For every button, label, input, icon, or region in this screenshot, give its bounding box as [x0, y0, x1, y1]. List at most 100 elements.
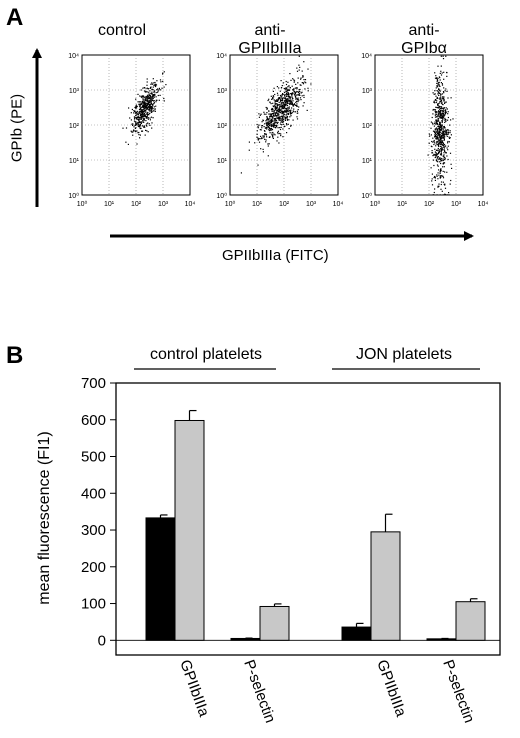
scatter-dot: [150, 96, 152, 98]
scatter-dot: [295, 95, 297, 97]
scatter-dot: [155, 84, 157, 87]
scatter-dot: [442, 158, 444, 160]
scatter-dot: [441, 93, 443, 95]
scatter-dot: [444, 127, 446, 129]
scatter-dot: [155, 83, 157, 85]
scatter-dot: [435, 106, 437, 108]
x-tick-label: 10³: [158, 201, 169, 208]
x-tick-label: 10⁰: [77, 200, 88, 208]
scatter-dot: [275, 121, 277, 123]
scatter-dot: [148, 114, 150, 116]
scatter-dot: [431, 122, 434, 124]
scatter-dot: [439, 177, 441, 179]
scatter-dot: [441, 124, 443, 126]
scatter-dot: [441, 116, 443, 119]
scatter-dot: [261, 137, 263, 139]
scatter-dot: [282, 136, 284, 138]
scatter-dot: [146, 123, 148, 125]
scatter-dot: [144, 87, 146, 89]
scatter-dot: [274, 112, 276, 114]
scatter-dot: [297, 91, 299, 93]
scatter-dot: [139, 125, 141, 127]
scatter-dot: [430, 134, 432, 136]
scatter-dot: [440, 143, 442, 145]
scatter-dot: [437, 125, 439, 128]
scatter-dot: [297, 82, 299, 84]
panel-b-label: B: [6, 342, 24, 369]
scatter-dot: [149, 110, 151, 112]
scatter-dot: [292, 92, 294, 94]
scatter-dot: [291, 101, 293, 103]
scatter-dot: [303, 102, 305, 104]
scatter-dot: [447, 113, 449, 115]
scatter-dot: [248, 141, 250, 143]
x-tick-label: 10¹: [104, 201, 115, 208]
scatter-dot: [290, 109, 292, 111]
scatter-dot: [305, 82, 307, 84]
scatter-dot: [131, 108, 133, 111]
scatter-dot: [283, 97, 286, 99]
scatter-dot: [438, 111, 440, 113]
scatter-dot: [440, 107, 442, 110]
scatter-dot: [303, 96, 305, 98]
scatter-dot: [277, 94, 279, 96]
scatter-dot: [436, 77, 438, 79]
scatter-dot: [149, 94, 151, 97]
scatter-dot: [142, 99, 144, 101]
scatter-dot: [285, 99, 287, 101]
scatter-dot: [152, 97, 154, 99]
scatter-dot: [435, 138, 437, 140]
scatter-dot: [256, 136, 258, 138]
scatter-dot: [148, 94, 151, 97]
scatter-dot: [152, 86, 154, 88]
scatter-dot: [445, 101, 447, 103]
scatter-dot: [434, 148, 436, 150]
scatter-dot: [137, 116, 139, 118]
bar: [230, 637, 261, 641]
scatter-dot: [257, 137, 259, 139]
scatter-dot: [283, 101, 285, 103]
scatter-dot: [443, 92, 445, 94]
scatter-dot: [448, 136, 450, 138]
category-label: P-selectin: [439, 658, 478, 726]
scatter-dot: [136, 143, 138, 145]
scatter-dot: [150, 108, 152, 110]
scatter-dot: [262, 151, 264, 153]
scatter-dot: [442, 117, 444, 119]
scatter-dot: [271, 119, 273, 121]
scatter-dot: [440, 175, 442, 177]
scatter-dot: [266, 107, 268, 109]
scatter-dot: [285, 111, 287, 113]
scatter-dot: [440, 146, 442, 148]
scatter-dot: [283, 119, 285, 121]
scatter-dot: [287, 91, 289, 93]
scatter-dot: [151, 107, 153, 109]
scatter-dot: [432, 113, 434, 115]
scatter-dot: [434, 128, 436, 130]
scatter-dot: [434, 136, 436, 138]
scatter-dot: [450, 119, 452, 121]
scatter-dot: [285, 80, 287, 83]
scatter-dot: [439, 72, 441, 74]
scatter-dot: [288, 128, 290, 130]
scatter-dot: [133, 116, 135, 118]
scatter-dot: [303, 94, 305, 96]
scatter-dot: [146, 99, 148, 101]
scatter-dot: [146, 99, 149, 101]
scatter-dot: [298, 93, 300, 95]
scatter-dot: [437, 147, 439, 150]
scatter-dot: [268, 113, 270, 115]
scatter-dot: [280, 87, 282, 89]
scatter-dot: [442, 119, 444, 121]
scatter-dot: [260, 138, 262, 140]
scatter-dot: [307, 90, 309, 92]
scatter-dot: [440, 157, 442, 160]
scatter-dot: [443, 87, 445, 89]
scatter-dot: [151, 88, 153, 91]
scatter-dot: [439, 140, 441, 142]
scatter-dot: [278, 118, 280, 120]
scatter-dot: [290, 115, 292, 117]
title-line: anti-: [408, 22, 440, 39]
scatter-dot: [139, 112, 141, 114]
scatter-dot: [144, 106, 146, 108]
